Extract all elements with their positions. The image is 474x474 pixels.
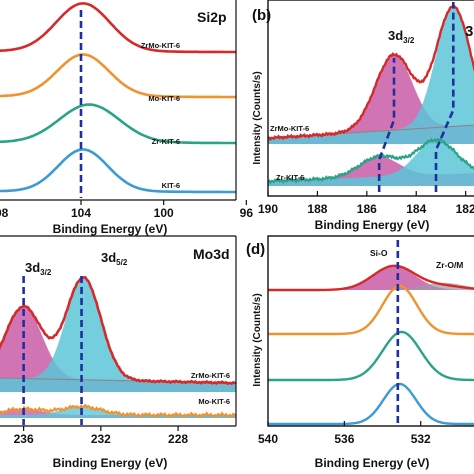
- panel-b-tick-label-182: 182: [456, 202, 474, 216]
- panel-d-ticks: 540 536 532: [258, 421, 431, 446]
- panel-a-label-zrmo: ZrMo-KIT-6: [141, 41, 180, 50]
- panel-d-curve-1: [268, 284, 474, 336]
- panel-a-label-kit6: KIT-6: [162, 181, 180, 190]
- panel-b-plot-area: [267, 2, 474, 192]
- panel-d-ylabel: Intensity (Counts/s): [252, 293, 263, 386]
- panel-a-tick-label-100: 100: [154, 206, 174, 220]
- panel-d-curve-3: [268, 382, 474, 426]
- panel-c-zrmo-curve: [0, 276, 237, 386]
- panel-a-ticks: 108 104 100 96: [0, 200, 253, 220]
- panel-a-xlabel: Binding Energy (eV): [53, 222, 168, 236]
- panel-c-tick-label-228: 228: [168, 432, 188, 446]
- panel-c-peak1-label: 3d3/2: [25, 260, 52, 277]
- panel-b-zrmo-fill-3d52: [268, 6, 474, 144]
- panel-d-plot-area: [268, 240, 474, 426]
- panel-b-title: 3: [465, 23, 473, 40]
- panel-b-ylabel: Intensity (Counts/s): [252, 71, 263, 164]
- panel-c-xlabel: Binding Energy (eV): [53, 456, 168, 470]
- panel-b-ticks: 190 188 186 184 182: [258, 191, 474, 216]
- panel-b-label-zrmo: ZrMo-KIT-6: [270, 124, 309, 133]
- panel-a-tick-label-96: 96: [240, 206, 254, 220]
- panel-a-curve-1: [0, 53, 236, 99]
- panel-c-zrmo-fill-3d52: [0, 277, 236, 392]
- panel-d-label-zr-o: Zr-O/M: [436, 260, 463, 270]
- panel-a-tick-label-108: 108: [0, 206, 9, 220]
- panel-a-plot-area: [0, 2, 236, 198]
- panel-b-shift-line-3d32: [377, 58, 396, 192]
- panel-d-tick-label-540: 540: [258, 432, 278, 446]
- panel-d-tick-label-532: 532: [411, 432, 431, 446]
- panel-d-label-si-o: Si-O: [370, 248, 388, 258]
- panel-d-tick-label-536: 536: [334, 432, 354, 446]
- panel-b-peak-label: 3d3/2: [388, 28, 415, 45]
- panel-d-zr-o-fill: [268, 282, 474, 290]
- panel-a-label-mo: Mo-KIT-6: [148, 94, 180, 103]
- panel-a-si2p: Si2p ZrMo-KIT-6 Mo-KIT-6 Zr-KIT-6 KIT-6 …: [0, 0, 253, 236]
- panel-b-zr-curve: [267, 137, 474, 185]
- panel-b-tick-label-186: 186: [357, 202, 377, 216]
- panel-a-tick-label-104: 104: [71, 206, 91, 220]
- panel-b-tick-label-190: 190: [258, 202, 278, 216]
- panel-c-ticks: 236 232 228: [14, 426, 188, 446]
- panel-d-frame: [267, 235, 474, 427]
- panel-c-label-zrmo: ZrMo-KIT-6: [191, 371, 230, 380]
- panel-b-zr3d: (b) 3 3d3/2 ZrMo-KIT-6 Zr-KIT-6 Intensit…: [252, 0, 474, 232]
- panel-a-label-zr: Zr-KIT-6: [152, 137, 180, 146]
- panel-c-plot-area: [0, 276, 237, 425]
- panel-d-curve-0: [268, 264, 474, 292]
- panel-c-tick-label-236: 236: [14, 432, 34, 446]
- panel-c-mo3d: Mo3d 3d3/2 3d5/2 ZrMo-KIT-6 Mo-KIT-6 236…: [0, 235, 237, 470]
- panel-c-tick-label-232: 232: [91, 432, 111, 446]
- panel-d-xlabel: Binding Energy (eV): [315, 456, 430, 470]
- panel-b-frame: [267, 0, 474, 197]
- panel-b-xlabel: Binding Energy (eV): [315, 218, 430, 232]
- panel-a-title: Si2p: [197, 9, 227, 25]
- panel-d-letter: (d): [246, 241, 265, 258]
- panel-b-letter: (b): [252, 7, 271, 24]
- panel-c-title: Mo3d: [193, 246, 230, 262]
- panel-b-tick-label-184: 184: [406, 202, 426, 216]
- panel-b-tick-label-188: 188: [307, 202, 327, 216]
- panel-a-curve-0: [0, 2, 236, 54]
- panel-b-zrmo-curve: [267, 3, 474, 142]
- panel-c-mo-curve: [0, 403, 237, 419]
- panel-d-curve-2: [268, 330, 474, 382]
- panel-a-curve-2: [0, 103, 236, 145]
- panel-c-peak2-label: 3d5/2: [101, 250, 128, 267]
- panel-a-curve-3: [0, 148, 236, 194]
- panel-b-zr-fill-3d52: [268, 140, 474, 186]
- panel-d-o1s: (d) Si-O Zr-O/M Intensity (Counts/s) 540…: [246, 235, 474, 470]
- panel-c-label-mo: Mo-KIT-6: [198, 397, 230, 406]
- panel-b-label-zr: Zr-KIT-6: [276, 173, 304, 182]
